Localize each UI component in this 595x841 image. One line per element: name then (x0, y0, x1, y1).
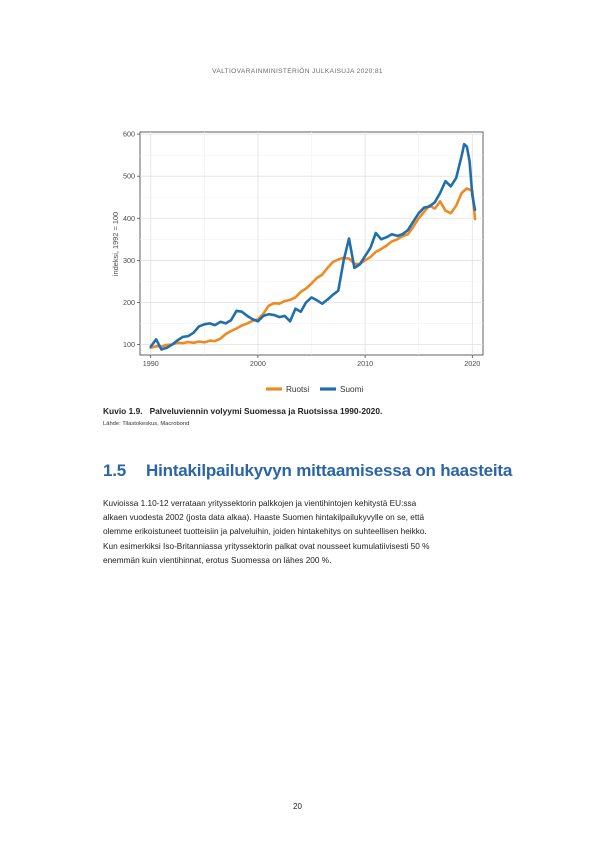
body-line: enemmän kuin vientihinnat, erotus Suomes… (103, 555, 332, 565)
grid (140, 132, 483, 355)
x-tick-label: 2020 (464, 359, 480, 368)
body-paragraph: Kuvioissa 1.10-12 verrataan yrityssektor… (103, 497, 503, 568)
page-number: 20 (293, 802, 302, 811)
chart-container: 100 200 300 400 500 600 1990 2000 2010 2020 inde… (108, 126, 488, 400)
figure-caption: Kuvio 1.9. Palveluviennin volyymi Suomess… (103, 406, 382, 416)
series-lines (149, 142, 477, 351)
y-tick-label: 500 (123, 172, 135, 181)
y-tick-label: 200 (123, 298, 135, 307)
legend-item-ruotsi: Ruotsi (266, 385, 309, 394)
figure-title: Palveluviennin volyymi Suomessa ja Ruots… (149, 406, 383, 416)
legend-item-suomi: Suomi (320, 385, 363, 394)
body-line: olemme erikoistuneet tuotteisiin ja palv… (103, 527, 427, 537)
y-tick-label: 400 (123, 214, 135, 223)
figure-source: Lähde: Tilastokeskus, Macrobond (103, 421, 190, 427)
series-line-ruotsi (149, 187, 477, 350)
x-tick-label: 2000 (250, 359, 266, 368)
y-axis-ticks: 100 200 300 400 500 600 (123, 130, 140, 349)
x-axis-ticks: 1990 2000 2010 2020 (143, 355, 480, 368)
y-tick-label: 600 (123, 130, 135, 139)
x-tick-label: 1990 (143, 359, 159, 368)
section-number: 1.5 (103, 461, 127, 480)
figure-number: Kuvio 1.9. (103, 406, 143, 416)
legend-label: Ruotsi (286, 385, 309, 394)
section-title: Hintakilpailukyvyn mittaamisessa on haas… (146, 461, 513, 480)
y-axis-label: indeksi, 1992 = 100 (111, 212, 120, 276)
body-line: Kuvioissa 1.10-12 verrataan yrityssektor… (103, 499, 417, 508)
x-tick-label: 2010 (357, 359, 373, 368)
series-line-suomi (149, 142, 477, 351)
y-tick-label: 300 (123, 256, 135, 265)
legend: Ruotsi Suomi (266, 385, 363, 394)
legend-label: Suomi (340, 385, 363, 394)
y-tick-label: 100 (123, 340, 135, 349)
body-line: alkaen vuodesta 2002 (josta data alkaa).… (103, 513, 425, 523)
running-header: VALTIOVARAINMINISTERIÖN JULKAISUJA 2020:… (212, 68, 383, 75)
body-line: Kun esimerkiksi Iso-Britanniassa yrityss… (103, 541, 430, 551)
section-heading: 1.5 Hintakilpailukyvyn mittaamisessa on h… (103, 461, 512, 481)
line-chart: 100 200 300 400 500 600 1990 2000 2010 2020 inde… (111, 130, 484, 394)
